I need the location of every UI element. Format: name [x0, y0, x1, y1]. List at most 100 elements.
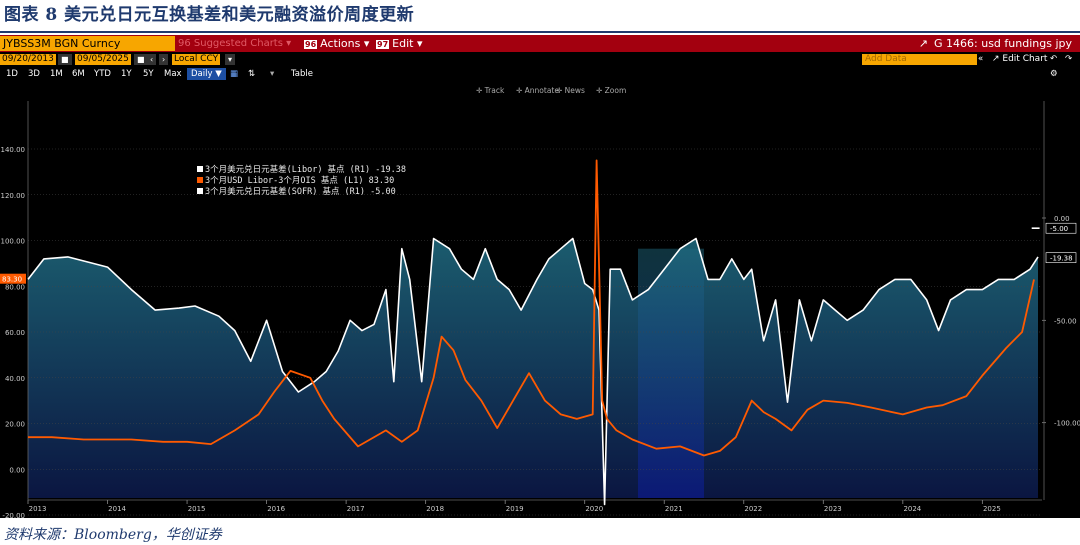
chart-title-label: G 1466: usd fundings jpy [934, 37, 1072, 50]
legend-item: 3个月USD Libor-3个月OIS 基点 (L1) 83.30 [197, 176, 406, 187]
chart-svg: ✛ Track ✛ Annotate✛ News ✛ Zoom -20.00 0.00 2… [0, 81, 1080, 530]
prev-icon[interactable]: ‹ [147, 54, 157, 65]
edit-chart-icon: ↗ [992, 54, 1003, 64]
right-tick-label: -100.00 [1054, 420, 1080, 428]
x-tick-label: 2022 [744, 505, 762, 513]
legend-label: 3个月美元兑日元基差(SOFR) 基点 (R1) [205, 187, 366, 197]
period-ytd[interactable]: YTD [94, 69, 111, 79]
left-tick-label: -20.00 [2, 512, 25, 518]
left-tick-label: 140.00 [1, 146, 26, 154]
right-tick-label: 0.00 [1054, 215, 1070, 223]
start-date-field[interactable]: 09/20/2013 [0, 54, 56, 65]
legend-swatch [197, 166, 203, 172]
period-1m[interactable]: 1M [50, 69, 63, 79]
chevron-down-icon[interactable]: ▾ [225, 54, 236, 65]
actions-menu[interactable]: 96 Actions ▾ [304, 36, 369, 52]
line-chart-icon[interactable]: ▦ [230, 69, 239, 79]
chart-tool-track: ✛ Track [476, 86, 505, 95]
actions-label: Actions ▾ [320, 37, 370, 50]
edit-chart-button[interactable]: ↗ Edit Chart [992, 53, 1047, 66]
libor-basis-line [27, 237, 1039, 506]
actions-key: 96 [304, 40, 318, 49]
chart-title: ↗ G 1466: usd fundings jpy [919, 36, 1072, 51]
x-tick-label: 2013 [29, 505, 47, 513]
dropdown-icon[interactable]: ▾ [270, 69, 275, 79]
legend-label: 3个月美元兑日元基差(Libor) 基点 (R1) [205, 165, 371, 175]
last-value-tag-left [0, 273, 26, 284]
calendar-icon[interactable]: ■ [58, 54, 72, 65]
chart-area: ✛ Track ✛ Annotate ✛ News ✛ Zoom -20.00 0.00 2… [0, 81, 1080, 530]
add-data-input[interactable]: Add Data [862, 54, 977, 65]
legend-item: 3个月美元兑日元基差(Libor) 基点 (R1) -19.38 [197, 165, 406, 176]
title-rule [0, 31, 1080, 33]
period-bar: 1D 3D 1M 6M YTD 1Y 5Y Max Daily ▼ ▦ ⇅ ▾ … [0, 67, 1080, 81]
x-tick-label: 2014 [108, 505, 126, 513]
x-tick-label: 2016 [267, 505, 285, 513]
period-6m[interactable]: 6M [72, 69, 85, 79]
x-tick-label: 2019 [506, 505, 524, 513]
last-value-tag-right [1045, 222, 1077, 234]
x-tick-label: 2015 [188, 505, 206, 513]
chart-legend: 3个月美元兑日元基差(Libor) 基点 (R1) -19.38 3个月USD … [197, 165, 406, 198]
right-tick-label: -50.00 [1054, 317, 1077, 325]
command-bar: JYBSS3M BGN Curncy 96 Suggested Charts ▾… [0, 35, 1080, 52]
period-5y[interactable]: 5Y [143, 69, 154, 79]
edit-chart-label: Edit Chart [1002, 54, 1048, 64]
libor-ois-line [28, 159, 1035, 457]
legend-swatch [197, 188, 203, 194]
next-icon[interactable]: › [159, 54, 169, 65]
basis-area-fill [28, 238, 1039, 505]
highlight-span [637, 248, 704, 498]
edit-label: Edit ▾ [392, 37, 423, 50]
period-1d[interactable]: 1D [6, 69, 18, 79]
ticker-field[interactable]: JYBSS3M BGN Curncy [0, 36, 175, 51]
edit-key: 97 [376, 40, 390, 49]
x-tick-label: 2025 [983, 505, 1001, 513]
chart-tool-annotate: ✛ Annotate [516, 86, 559, 95]
x-tick-label: 2020 [585, 505, 603, 513]
chart-tool-news: ✛ News [556, 86, 585, 95]
date-bar: 09/20/2013 ■ 09/05/2025 ■ ‹ › Local CCY … [0, 52, 1080, 67]
last-value-label-left: 83.30 [2, 276, 22, 284]
left-tick-label: 60.00 [5, 329, 25, 337]
left-tick-label: 40.00 [5, 375, 25, 383]
end-date-field[interactable]: 09/05/2025 [75, 54, 131, 65]
legend-item: 3个月美元兑日元基差(SOFR) 基点 (R1) -5.00 [197, 187, 406, 198]
x-tick-label: 2023 [824, 505, 842, 513]
calendar-end-icon[interactable]: ■ [134, 54, 148, 65]
figure-title: 图表 8 美元兑日元互换基差和美元融资溢价周度更新 [4, 5, 415, 25]
chart-tool-zoom: ✛ Zoom [596, 86, 626, 95]
period-1y[interactable]: 1Y [121, 69, 132, 79]
x-tick-label: 2017 [347, 505, 365, 513]
left-tick-label: 120.00 [1, 192, 26, 200]
undo-icon[interactable]: ↶ [1050, 54, 1058, 64]
left-tick-label: 80.00 [5, 283, 25, 291]
x-tick-label: 2024 [903, 505, 921, 513]
currency-select[interactable]: Local CCY [172, 54, 221, 65]
last-value-tag-right [1045, 252, 1077, 263]
x-tick-label: 2021 [665, 505, 683, 513]
x-tick-label: 2018 [426, 505, 444, 513]
frequency-select[interactable]: Daily ▼ [187, 68, 226, 80]
sort-icon[interactable]: ⇅ [248, 69, 256, 79]
table-button[interactable]: Table [291, 69, 313, 79]
redo-icon[interactable]: ↷ [1065, 54, 1073, 64]
suggested-charts-button[interactable]: 96 Suggested Charts ▾ [178, 38, 292, 49]
bloomberg-terminal: JYBSS3M BGN Curncy 96 Suggested Charts ▾… [0, 35, 1080, 530]
left-tick-label: 100.00 [1, 238, 26, 246]
legend-value: 83.30 [368, 176, 395, 186]
period-3d[interactable]: 3D [28, 69, 40, 79]
legend-value: -5.00 [370, 187, 396, 197]
legend-value: -19.38 [375, 165, 406, 175]
edit-menu[interactable]: 97 Edit ▾ [376, 36, 422, 52]
last-value-label-right: -5.00 [1050, 225, 1068, 233]
settings-icon[interactable]: ⚙ [1050, 69, 1058, 79]
export-icon[interactable]: ↗ [918, 37, 929, 50]
period-max[interactable]: Max [164, 69, 182, 79]
left-tick-label: 20.00 [5, 421, 25, 429]
left-tick-label: 0.00 [9, 466, 25, 474]
legend-swatch [197, 177, 203, 183]
last-value-label-right: -19.38 [1050, 255, 1073, 263]
collapse-icon[interactable]: « [978, 54, 984, 64]
source-note: 资料来源：Bloomberg，华创证券 [4, 527, 222, 543]
